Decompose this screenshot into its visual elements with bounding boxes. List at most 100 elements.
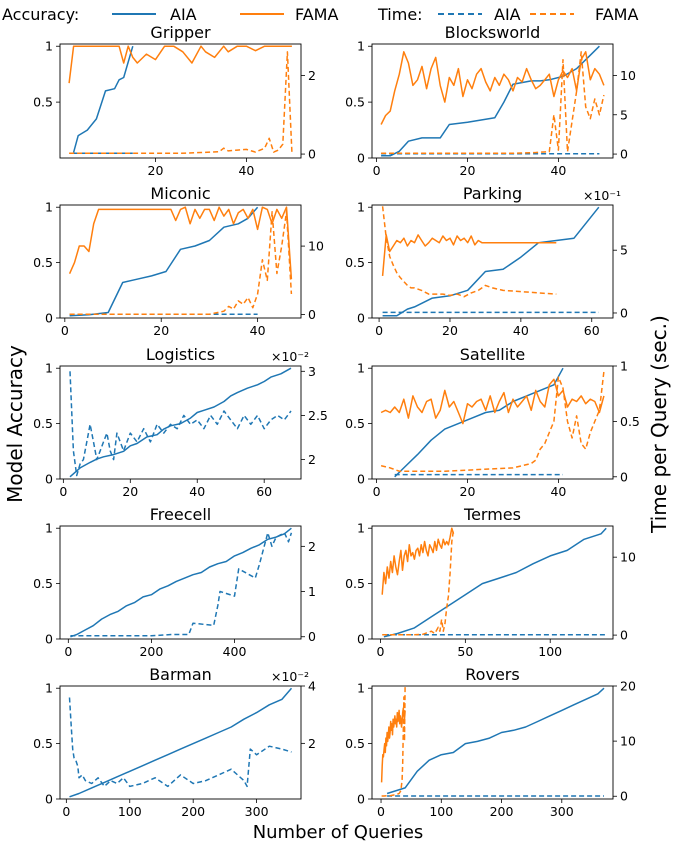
y2-tick-label: 10 [620,734,636,749]
x-tick-label: 40 [550,484,566,499]
x-tick-label: 60 [256,484,272,499]
chart-panel-satellite: 0 20 40 0 0.5 1 0 0.5 1 Satellite [345,345,640,499]
chart-title: Blocksworld [445,23,541,42]
y-tick-label: 1 [45,200,53,215]
y-tick-label: 0.5 [33,416,53,431]
y-tick-label: 0 [45,792,53,807]
x-tick-label: 400 [223,644,247,659]
series-group [68,206,293,317]
y-tick-label: 0.5 [33,576,53,591]
legend-time-fama-label: FAMA [595,5,638,24]
axes-frame [59,685,302,800]
series-line-time-fama [381,685,406,797]
y-axis-label-right: Time per Query (sec.) [647,315,671,534]
series-group [381,527,607,638]
legend-time-label: Time: [377,5,423,24]
x-tick-label: 0 [59,484,67,499]
y2-tick-label: 0 [620,147,628,162]
x-tick-label: 20 [153,323,169,338]
y-tick-label: 0.5 [345,576,365,591]
y-tick-label: 0.5 [33,255,53,270]
legend-accuracy-aia-label: AIA [170,5,197,24]
series-group [381,206,600,317]
chart-panel-barman: 0 100 200 300 0 0.5 1 2 4×10⁻² Barman [33,665,316,819]
x-tick-label: 40 [513,323,529,338]
axes-frame [59,43,302,159]
x-tick-label: 40 [189,484,205,499]
chart-title: Freecell [150,505,211,524]
y2-tick-label: 0 [308,629,316,644]
axes-frame [371,685,614,800]
series-line-accuracy-aia [383,527,607,638]
chart-title: Termes [463,505,521,524]
y-tick-label: 1 [357,681,365,696]
y-tick-label: 1 [45,681,53,696]
y-tick-label: 1 [357,200,365,215]
y-tick-label: 0 [357,632,365,647]
chart-title: Satellite [460,345,526,364]
axes-frame [371,43,614,159]
series-group [68,687,293,798]
y2-tick-label: 20 [620,679,636,694]
y-tick-label: 1 [357,521,365,536]
series-line-accuracy-fama [380,51,605,125]
y2-tick-label: 2.5 [308,408,328,423]
series-line-accuracy-aia [70,527,292,638]
x-tick-label: 0 [377,804,385,819]
y-tick-label: 0 [357,792,365,807]
y2-tick-label: 10 [308,239,324,254]
series-line-accuracy-aia [69,687,293,798]
series-line-accuracy-aia [69,206,259,317]
series-line-time-fama [69,211,293,315]
x-tick-label: 0 [64,644,72,659]
y-tick-label: 0 [357,151,365,166]
x-tick-label: 20 [148,163,164,178]
x-tick-label: 0 [375,323,383,338]
axes-frame [371,525,614,640]
x-tick-label: 200 [181,804,205,819]
series-group [380,685,605,797]
x-tick-label: 100 [538,644,562,659]
x-tick-label: 60 [584,323,600,338]
series-line-time-aia [70,532,293,637]
chart-panel-gripper: 20 40 0.5 1 0 2 Gripper [33,23,316,178]
x-tick-label: 40 [550,163,566,178]
y-tick-label: 1 [45,521,53,536]
y2-tick-label: 5 [620,243,628,258]
axes-frame [371,365,614,480]
series-line-accuracy-fama [381,234,557,276]
x-tick-label: 200 [490,804,514,819]
chart-title: Logistics [146,345,215,364]
chart-title: Rovers [465,665,519,684]
series-line-accuracy-fama [68,45,292,84]
y2-tick-label: 0 [620,789,628,804]
x-tick-label: 0 [62,804,70,819]
series-group [68,45,293,155]
chart-title: Barman [149,665,212,684]
y-tick-label: 0 [357,311,365,326]
y-tick-label: 0 [357,472,365,487]
y-tick-label: 0 [45,311,53,326]
series-line-accuracy-fama [381,527,455,595]
x-tick-label: 20 [460,163,476,178]
series-line-accuracy-aia [394,367,564,478]
series-line-time-fama [381,51,605,155]
chart-title: Parking [463,184,522,203]
x-tick-label: 0 [377,644,385,659]
y2-multiplier-label: ×10⁻¹ [583,188,621,203]
series-line-time-fama [381,206,557,298]
legend: Accuracy: AIA FAMA Time: AIA FAMA [2,5,638,24]
y-tick-label: 0.5 [345,255,365,270]
chart-panel-parking: 0 20 40 60 0 0.5 1 0 5 ×10⁻¹ Parking [345,184,628,338]
series-line-accuracy-fama [380,707,406,783]
y2-tick-label: 0 [308,307,316,322]
series-group [70,527,293,638]
series-line-accuracy-aia [72,45,134,153]
series-line-accuracy-aia [386,687,605,795]
x-tick-label: 0 [373,163,381,178]
y-tick-label: 0.5 [33,95,53,110]
y2-tick-label: 10 [620,550,636,565]
x-tick-label: 20 [122,484,138,499]
